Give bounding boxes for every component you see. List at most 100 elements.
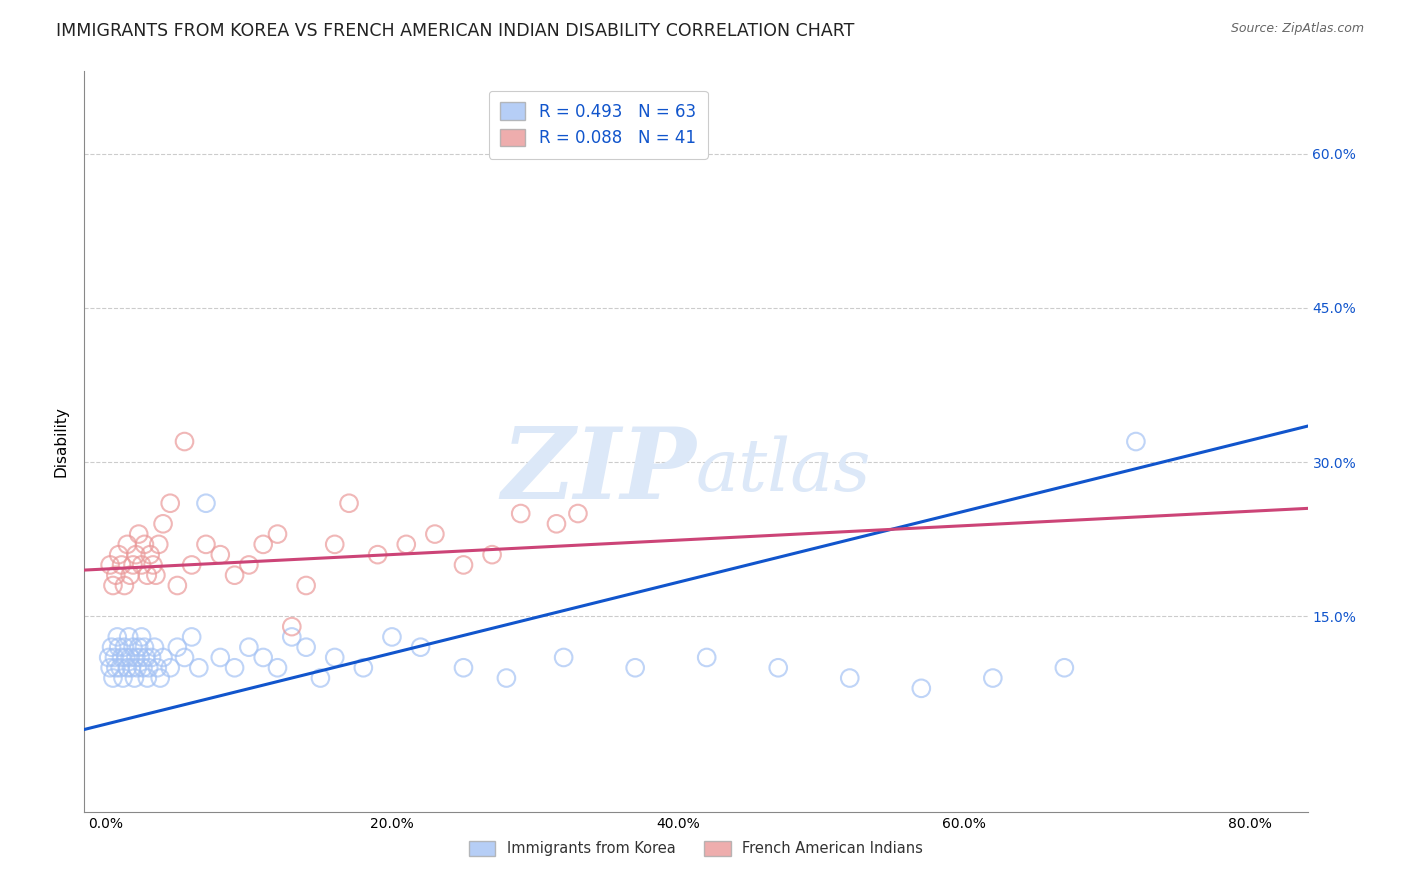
Point <box>159 661 181 675</box>
Point <box>136 568 159 582</box>
Point <box>131 558 153 572</box>
Point <box>98 558 121 572</box>
Point <box>173 650 195 665</box>
Point <box>124 671 146 685</box>
Point <box>111 671 134 685</box>
Point <box>112 640 135 655</box>
Point <box>166 578 188 592</box>
Point <box>323 650 346 665</box>
Point <box>127 661 149 675</box>
Point <box>910 681 932 696</box>
Point <box>120 650 142 665</box>
Point <box>423 527 446 541</box>
Point <box>173 434 195 449</box>
Point <box>209 548 232 562</box>
Text: Source: ZipAtlas.com: Source: ZipAtlas.com <box>1230 22 1364 36</box>
Point <box>122 558 145 572</box>
Point <box>367 548 389 562</box>
Point <box>252 537 274 551</box>
Point <box>134 537 156 551</box>
Point <box>136 671 159 685</box>
Point <box>145 568 167 582</box>
Text: ZIP: ZIP <box>501 423 696 519</box>
Point <box>295 640 318 655</box>
Point <box>132 661 155 675</box>
Point <box>139 548 162 562</box>
Point <box>295 578 318 592</box>
Point <box>481 548 503 562</box>
Point <box>453 558 475 572</box>
Point <box>108 661 131 675</box>
Point <box>159 496 181 510</box>
Point <box>120 568 142 582</box>
Point <box>323 537 346 551</box>
Point <box>107 640 129 655</box>
Point <box>98 661 121 675</box>
Point <box>337 496 360 510</box>
Point <box>224 661 246 675</box>
Point <box>143 640 166 655</box>
Point <box>166 640 188 655</box>
Y-axis label: Disability: Disability <box>53 406 69 477</box>
Point <box>352 661 374 675</box>
Point <box>309 671 332 685</box>
Legend: Immigrants from Korea, French American Indians: Immigrants from Korea, French American I… <box>461 834 931 863</box>
Point <box>495 671 517 685</box>
Point <box>97 650 120 665</box>
Point <box>146 661 169 675</box>
Point <box>381 630 404 644</box>
Point <box>112 578 135 592</box>
Point <box>453 661 475 675</box>
Point <box>118 630 141 644</box>
Point <box>107 548 129 562</box>
Point <box>101 671 124 685</box>
Point <box>138 661 160 675</box>
Point <box>266 527 288 541</box>
Point <box>238 558 260 572</box>
Point <box>117 661 139 675</box>
Point <box>509 507 531 521</box>
Point <box>194 496 217 510</box>
Point <box>152 650 174 665</box>
Point <box>128 527 150 541</box>
Point <box>281 630 304 644</box>
Point <box>100 640 122 655</box>
Point <box>252 650 274 665</box>
Point <box>624 661 647 675</box>
Text: atlas: atlas <box>696 436 872 507</box>
Point <box>149 671 172 685</box>
Point <box>101 578 124 592</box>
Point <box>104 568 127 582</box>
Point <box>105 630 128 644</box>
Point <box>981 671 1004 685</box>
Point <box>266 661 288 675</box>
Point <box>104 661 127 675</box>
Point <box>135 650 157 665</box>
Point <box>1053 661 1076 675</box>
Point <box>129 650 152 665</box>
Point <box>128 640 150 655</box>
Point <box>141 650 163 665</box>
Point <box>395 537 418 551</box>
Point <box>194 537 217 551</box>
Point <box>838 671 860 685</box>
Point <box>121 661 143 675</box>
Point <box>134 640 156 655</box>
Point <box>567 507 589 521</box>
Point <box>110 650 132 665</box>
Point <box>125 548 148 562</box>
Point <box>238 640 260 655</box>
Point <box>209 650 232 665</box>
Point <box>110 558 132 572</box>
Point <box>1125 434 1147 449</box>
Point <box>187 661 209 675</box>
Point <box>180 558 202 572</box>
Point <box>131 630 153 644</box>
Point <box>117 537 139 551</box>
Point <box>122 640 145 655</box>
Point <box>768 661 790 675</box>
Point <box>281 620 304 634</box>
Text: IMMIGRANTS FROM KOREA VS FRENCH AMERICAN INDIAN DISABILITY CORRELATION CHART: IMMIGRANTS FROM KOREA VS FRENCH AMERICAN… <box>56 22 855 40</box>
Point <box>103 650 125 665</box>
Point <box>224 568 246 582</box>
